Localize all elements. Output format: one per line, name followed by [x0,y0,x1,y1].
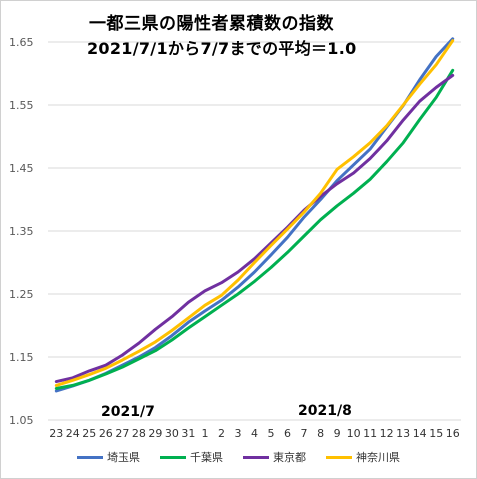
x-tick-label: 1 [201,427,208,440]
x-tick-label: 16 [446,427,460,440]
x-tick-label: 4 [251,427,258,440]
x-tick-label: 26 [99,427,113,440]
legend-label-kanagawa: 神奈川県 [356,451,400,464]
y-tick-label: 1.65 [9,36,34,49]
legend-item-saitama: 埼玉県 [77,449,140,465]
legend: 埼玉県 千葉県 東京都 神奈川県 [1,449,476,465]
x-tick-label: 15 [429,427,443,440]
x-tick-label: 7 [301,427,308,440]
x-tick-label: 8 [317,427,324,440]
legend-label-tokyo: 東京都 [273,451,306,464]
legend-item-kanagawa: 神奈川県 [326,449,400,465]
x-tick-label: 29 [148,427,162,440]
y-tick-label: 1.35 [9,225,34,238]
chart-title: 一都三県の陽性者累積数の指数 [89,14,334,34]
y-tick-label: 1.55 [9,99,34,112]
legend-item-chiba: 千葉県 [160,449,223,465]
chart-subtitle: 2021/7/1から7/7までの平均＝1.0 [87,39,357,58]
x-tick-label: 3 [234,427,241,440]
legend-swatch-tokyo [243,455,269,459]
x-tick-label: 24 [66,427,80,440]
x-tick-label: 30 [165,427,179,440]
y-tick-label: 1.05 [9,414,34,427]
x-tick-label: 25 [82,427,96,440]
x-tick-label: 9 [334,427,341,440]
y-axis-tick-labels: 1.05 1.15 1.25 1.35 1.45 1.55 1.65 [9,36,34,427]
series-line-3 [54,39,455,387]
x-tick-label: 5 [268,427,275,440]
x-tick-label: 10 [347,427,361,440]
y-tick-label: 1.25 [9,288,34,301]
series-layer [54,37,455,393]
legend-label-saitama: 埼玉県 [107,451,140,464]
x-tick-label: 23 [49,427,63,440]
month-label-july: 2021/7 [101,404,155,420]
x-tick-label: 13 [396,427,410,440]
x-tick-label: 28 [132,427,146,440]
y-tick-label: 1.45 [9,162,34,175]
series-line-2 [54,73,455,384]
y-tick-label: 1.15 [9,351,34,364]
legend-swatch-chiba [160,455,186,459]
legend-item-tokyo: 東京都 [243,449,306,465]
legend-label-chiba: 千葉県 [190,451,223,464]
x-tick-label: 12 [380,427,394,440]
x-tick-label: 6 [284,427,291,440]
legend-swatch-saitama [77,455,103,459]
month-label-august: 2021/8 [298,403,352,419]
x-axis-tick-labels: 23 24 25 26 27 28 29 30 31 1 2 3 4 5 6 7 8 9 10 11 12 13 14 15 1… [49,427,459,440]
x-tick-label: 14 [413,427,427,440]
x-tick-label: 11 [363,427,377,440]
series-line-1 [54,68,455,390]
x-tick-label: 2 [218,427,225,440]
series-line-0 [54,37,455,393]
legend-swatch-kanagawa [326,455,352,459]
x-tick-label: 27 [115,427,129,440]
x-tick-label: 31 [181,427,195,440]
